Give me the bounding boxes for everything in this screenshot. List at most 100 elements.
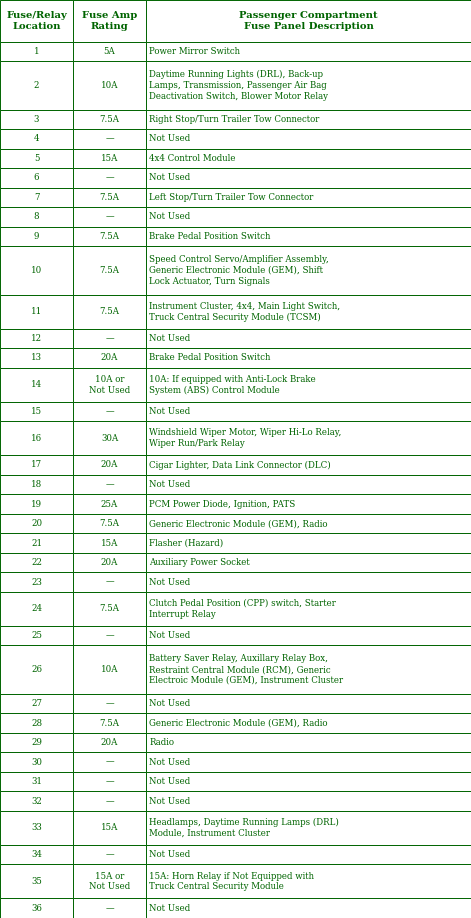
Bar	[146, 0, 471, 41]
Bar	[73, 149, 146, 168]
Bar	[146, 572, 471, 592]
Bar	[146, 168, 471, 187]
Text: 27: 27	[31, 700, 42, 708]
Bar	[73, 329, 146, 348]
Text: 10: 10	[31, 266, 42, 274]
Text: Not Used: Not Used	[149, 577, 191, 587]
Text: 14: 14	[31, 380, 42, 389]
Bar	[146, 811, 471, 845]
Text: 4x4 Control Module: 4x4 Control Module	[149, 154, 236, 162]
Bar	[146, 791, 471, 811]
Text: 7.5A: 7.5A	[99, 308, 120, 316]
Bar	[146, 109, 471, 129]
Bar	[73, 455, 146, 475]
Bar	[73, 753, 146, 772]
Text: Flasher (Hazard): Flasher (Hazard)	[149, 539, 224, 547]
Text: Generic Electronic Module (GEM), Radio: Generic Electronic Module (GEM), Radio	[149, 519, 328, 528]
Text: 11: 11	[31, 308, 42, 316]
Bar	[0, 295, 73, 329]
Bar	[146, 41, 471, 62]
Text: 7.5A: 7.5A	[99, 115, 120, 124]
Bar	[0, 41, 73, 62]
Bar	[0, 733, 73, 753]
Bar	[0, 168, 73, 187]
Text: Not Used: Not Used	[149, 797, 191, 806]
Text: Headlamps, Daytime Running Lamps (DRL)
Module, Instrument Cluster: Headlamps, Daytime Running Lamps (DRL) M…	[149, 818, 339, 838]
Bar	[146, 129, 471, 149]
Text: 20A: 20A	[101, 738, 118, 747]
Bar	[146, 421, 471, 455]
Text: PCM Power Diode, Ignition, PATS: PCM Power Diode, Ignition, PATS	[149, 499, 296, 509]
Text: 15A: 15A	[101, 823, 118, 833]
Text: Cigar Lighter, Data Link Connector (DLC): Cigar Lighter, Data Link Connector (DLC)	[149, 461, 331, 469]
Bar	[73, 645, 146, 694]
Bar	[146, 402, 471, 421]
Bar	[146, 865, 471, 899]
Text: Fuse Amp
Rating: Fuse Amp Rating	[82, 11, 137, 30]
Text: 7.5A: 7.5A	[99, 519, 120, 528]
Bar	[0, 713, 73, 733]
Text: Not Used: Not Used	[149, 850, 191, 859]
Bar	[0, 791, 73, 811]
Bar	[73, 626, 146, 645]
Text: 7.5A: 7.5A	[99, 719, 120, 728]
Text: Clutch Pedal Position (CPP) switch, Starter
Interrupt Relay: Clutch Pedal Position (CPP) switch, Star…	[149, 599, 336, 619]
Text: —: —	[105, 480, 114, 489]
Text: 15A: Horn Relay if Not Equipped with
Truck Central Security Module: 15A: Horn Relay if Not Equipped with Tru…	[149, 871, 315, 891]
Text: —: —	[105, 334, 114, 343]
Bar	[146, 329, 471, 348]
Bar	[73, 845, 146, 865]
Bar	[73, 865, 146, 899]
Text: Not Used: Not Used	[149, 757, 191, 767]
Bar	[0, 402, 73, 421]
Text: Daytime Running Lights (DRL), Back-up
Lamps, Transmission, Passenger Air Bag
Dea: Daytime Running Lights (DRL), Back-up La…	[149, 70, 328, 101]
Bar	[73, 227, 146, 246]
Text: 7.5A: 7.5A	[99, 604, 120, 613]
Bar	[73, 811, 146, 845]
Text: Radio: Radio	[149, 738, 174, 747]
Bar	[73, 772, 146, 791]
Text: 20A: 20A	[101, 461, 118, 469]
Bar	[73, 494, 146, 514]
Text: 36: 36	[31, 903, 42, 912]
Text: 1: 1	[34, 47, 39, 56]
Bar	[146, 227, 471, 246]
Text: 17: 17	[31, 461, 42, 469]
Bar	[0, 772, 73, 791]
Bar	[73, 62, 146, 109]
Text: Not Used: Not Used	[149, 174, 191, 183]
Bar	[0, 187, 73, 207]
Text: 4: 4	[34, 134, 39, 143]
Text: Battery Saver Relay, Auxillary Relay Box,
Restraint Central Module (RCM), Generi: Battery Saver Relay, Auxillary Relay Box…	[149, 655, 343, 685]
Bar	[73, 514, 146, 533]
Text: —: —	[105, 212, 114, 221]
Text: —: —	[105, 631, 114, 640]
Bar	[146, 694, 471, 713]
Text: 5A: 5A	[104, 47, 115, 56]
Bar	[146, 62, 471, 109]
Text: —: —	[105, 174, 114, 183]
Text: 10A: 10A	[101, 81, 118, 90]
Bar	[146, 713, 471, 733]
Bar	[146, 295, 471, 329]
Bar	[146, 455, 471, 475]
Text: Speed Control Servo/Amplifier Assembly,
Generic Electronic Module (GEM), Shift
L: Speed Control Servo/Amplifier Assembly, …	[149, 255, 329, 285]
Bar	[73, 0, 146, 41]
Text: 21: 21	[31, 539, 42, 547]
Text: Not Used: Not Used	[149, 778, 191, 786]
Bar	[0, 62, 73, 109]
Bar	[73, 475, 146, 494]
Bar	[0, 129, 73, 149]
Bar	[0, 899, 73, 918]
Bar	[0, 514, 73, 533]
Bar	[73, 129, 146, 149]
Bar	[73, 187, 146, 207]
Bar	[73, 592, 146, 626]
Bar	[73, 421, 146, 455]
Text: 25A: 25A	[101, 499, 118, 509]
Text: 20: 20	[31, 519, 42, 528]
Bar	[146, 246, 471, 295]
Text: Not Used: Not Used	[149, 212, 191, 221]
Text: 5: 5	[34, 154, 39, 162]
Bar	[146, 592, 471, 626]
